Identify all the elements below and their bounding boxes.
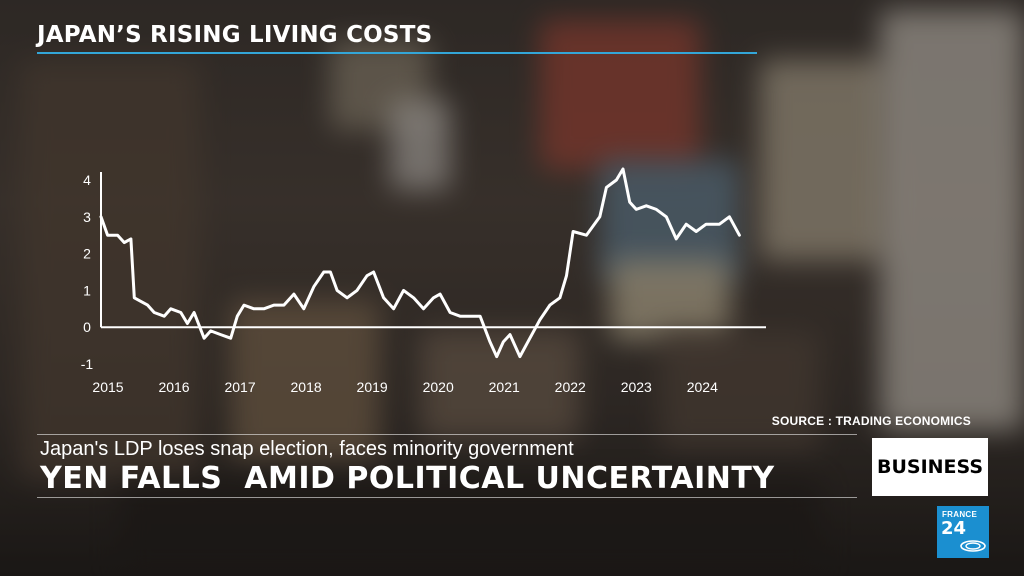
logo-line-1: FRANCE (942, 510, 978, 519)
news-headline: YEN FALLS AMID POLITICAL UNCERTAINTY (40, 461, 775, 496)
business-badge-label: BUSINESS (876, 456, 984, 478)
x-tick-label: 2020 (423, 379, 454, 395)
title-accent-rule (37, 52, 757, 54)
x-tick-label: 2019 (357, 379, 388, 395)
source-credit: SOURCE : TRADING ECONOMICS (771, 414, 971, 428)
y-tick-label: -1 (81, 356, 94, 372)
x-tick-label: 2017 (224, 379, 255, 395)
y-tick-label: 2 (83, 246, 91, 262)
lower-third-bottom-rule (37, 497, 857, 498)
x-tick-label: 2016 (158, 379, 189, 395)
lower-third-top-rule (37, 434, 857, 435)
logo-swoosh-icon (960, 540, 986, 552)
y-tick-label: 1 (83, 282, 91, 298)
logo-line-2: 24 (941, 518, 967, 539)
y-tick-label: 4 (83, 172, 91, 188)
x-tick-label: 2024 (687, 379, 718, 395)
x-tick-label: 2018 (291, 379, 322, 395)
x-tick-label: 2015 (92, 379, 123, 395)
x-tick-label: 2023 (621, 379, 652, 395)
inflation-series-line (99, 167, 741, 359)
france24-logo: FRANCE 24 (937, 506, 989, 558)
business-badge: BUSINESS (872, 438, 988, 496)
x-tick-label: 2022 (555, 379, 586, 395)
x-tick-label: 2021 (489, 379, 520, 395)
news-subhead: Japan's LDP loses snap election, faces m… (40, 438, 574, 460)
y-tick-label: 0 (83, 319, 91, 335)
page-title: JAPAN’S RISING LIVING COSTS (37, 22, 433, 48)
y-tick-label: 3 (83, 209, 91, 225)
